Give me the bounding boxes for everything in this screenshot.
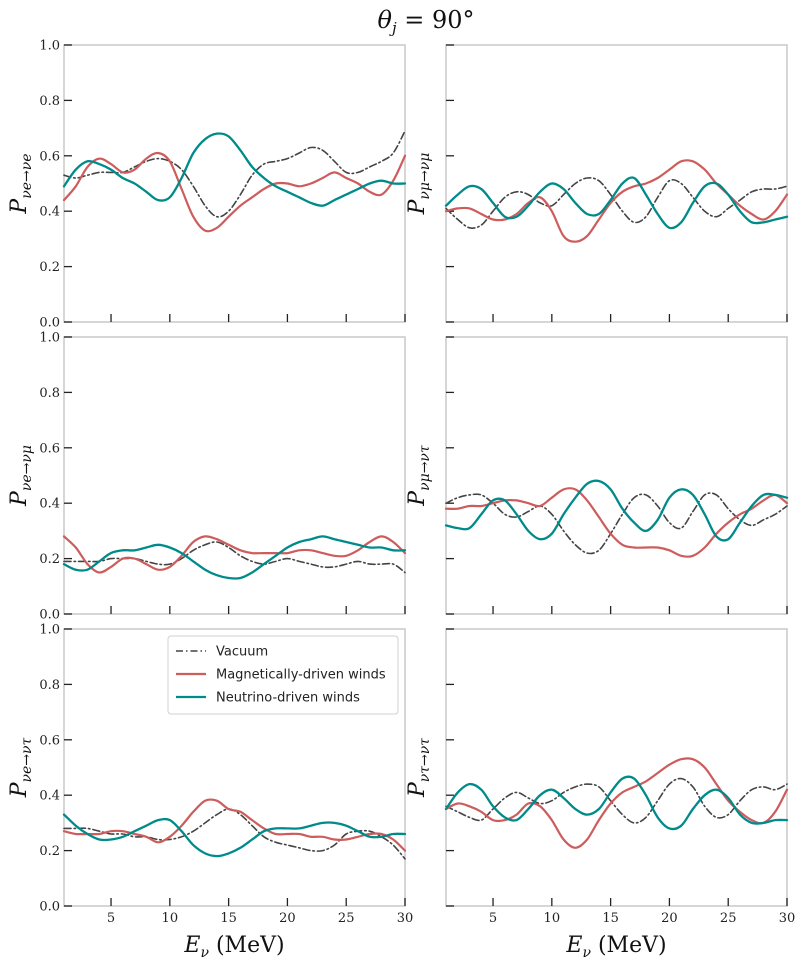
y-tick-label: 0.2 bbox=[39, 844, 60, 859]
title-theta: θ bbox=[377, 6, 392, 34]
y-tick-label: 0.4 bbox=[39, 497, 60, 512]
y-tick-label: 0.4 bbox=[39, 789, 60, 804]
title-subscript: j bbox=[389, 19, 397, 37]
series-line-neutrino bbox=[62, 813, 407, 858]
y-tick-label: 0.6 bbox=[39, 149, 60, 164]
y-tick-label: 0.6 bbox=[39, 733, 60, 748]
y-axis-label-main: P bbox=[7, 198, 32, 215]
series-line-vacuum bbox=[445, 177, 788, 229]
y-tick-label: 0.0 bbox=[39, 316, 60, 331]
series-line-neutrino bbox=[62, 132, 407, 207]
y-tick-label: 0.4 bbox=[39, 205, 60, 220]
legend-label-neutrino: Neutrino-driven winds bbox=[216, 691, 360, 706]
y-axis-label-subscript: νe→νe bbox=[19, 153, 35, 198]
series-line-magnetic bbox=[62, 535, 407, 574]
y-axis-label-subscript: ντ→ντ bbox=[417, 738, 433, 782]
figure-title: θj = 90° bbox=[377, 6, 474, 37]
x-axis-label-main: E bbox=[183, 933, 200, 958]
panel-frame bbox=[445, 628, 788, 907]
x-tick-label: 25 bbox=[720, 911, 737, 926]
y-axis-label: Pνe→νe bbox=[7, 153, 35, 214]
panel-frame bbox=[445, 336, 788, 615]
x-axis-label: Eν (MeV) bbox=[565, 933, 666, 961]
panel-frame bbox=[445, 44, 788, 323]
y-tick-label: 0.0 bbox=[39, 608, 60, 623]
series-line-magnetic bbox=[444, 757, 789, 849]
y-axis-label-subscript: νμ→ντ bbox=[417, 445, 433, 491]
y-axis-label: Pνe→ντ bbox=[7, 737, 35, 798]
x-axis-label: Eν (MeV) bbox=[183, 933, 284, 961]
series-line-vacuum bbox=[445, 777, 788, 824]
y-axis-label: Pνμ→νμ bbox=[405, 153, 433, 216]
series-line-neutrino bbox=[444, 775, 789, 831]
y-tick-label: 0.6 bbox=[39, 441, 60, 456]
x-tick-label: 5 bbox=[489, 911, 497, 926]
x-tick-label: 10 bbox=[544, 911, 561, 926]
y-tick-label: 1.0 bbox=[39, 623, 60, 638]
series-line-magnetic bbox=[444, 159, 789, 243]
y-axis-label: Pντ→ντ bbox=[405, 738, 433, 798]
series-line-neutrino bbox=[444, 176, 789, 230]
y-axis-label-subscript: νe→ντ bbox=[19, 737, 35, 782]
y-tick-label: 0.2 bbox=[39, 260, 60, 275]
y-tick-label: 1.0 bbox=[39, 39, 60, 54]
series-line-vacuum bbox=[445, 492, 788, 555]
x-tick-label: 15 bbox=[220, 911, 237, 926]
x-axis-label-subscript: ν bbox=[582, 945, 591, 961]
y-tick-label: 0.0 bbox=[39, 900, 60, 915]
panel-6: 5 10 15 20 25 30 Pντ→ντ Eν (MeV) bbox=[405, 628, 796, 961]
x-tick-label: 5 bbox=[107, 911, 115, 926]
panel-frame bbox=[63, 44, 406, 323]
legend-box bbox=[167, 635, 399, 715]
series-line-magnetic bbox=[62, 151, 407, 233]
panel-5: 0.0 0.2 0.4 0.6 0.8 1.0 5 10 15 20 25 30 Pνe→ντ Eν (M… bbox=[7, 623, 413, 962]
legend: Vacuum Magnetically-driven winds Neutrino-… bbox=[167, 635, 399, 715]
x-axis-label-main: E bbox=[565, 933, 582, 958]
y-tick-label: 0.8 bbox=[39, 386, 60, 401]
x-axis-label-unit: (MeV) bbox=[591, 933, 667, 958]
y-axis-label-main: P bbox=[405, 198, 430, 215]
x-tick-label: 20 bbox=[279, 911, 296, 926]
y-tick-label: 1.0 bbox=[39, 331, 60, 346]
x-tick-label: 20 bbox=[661, 911, 678, 926]
x-tick-label: 30 bbox=[397, 911, 414, 926]
legend-label-magnetic: Magnetically-driven winds bbox=[216, 668, 386, 683]
y-axis-label-main: P bbox=[405, 781, 430, 798]
x-tick-label: 30 bbox=[779, 911, 796, 926]
panel-frame bbox=[63, 628, 406, 907]
legend-label-vacuum: Vacuum bbox=[216, 645, 268, 660]
panel-4: Pνμ→ντ bbox=[405, 336, 789, 615]
y-axis-label-subscript: νe→νμ bbox=[19, 445, 35, 491]
y-axis-label: Pνe→νμ bbox=[7, 445, 35, 507]
y-tick-label: 0.8 bbox=[39, 678, 60, 693]
x-axis-label-unit: (MeV) bbox=[209, 933, 285, 958]
panel-2: Pνμ→νμ bbox=[405, 44, 789, 323]
y-axis-label: Pνμ→ντ bbox=[405, 445, 433, 507]
title-rest: = 90° bbox=[397, 6, 475, 34]
series-line-magnetic bbox=[62, 798, 407, 852]
x-axis-label-subscript: ν bbox=[200, 945, 209, 961]
x-tick-label: 15 bbox=[602, 911, 619, 926]
panel-1: 0.0 0.2 0.4 0.6 0.8 1.0 Pνe→νe bbox=[7, 39, 407, 331]
y-tick-label: 0.2 bbox=[39, 552, 60, 567]
panel-frame bbox=[63, 336, 406, 615]
x-tick-label: 10 bbox=[162, 911, 179, 926]
panel-3: 0.0 0.2 0.4 0.6 0.8 1.0 Pνe→νμ bbox=[7, 331, 407, 623]
y-tick-label: 0.8 bbox=[39, 94, 60, 109]
y-axis-label-main: P bbox=[7, 490, 32, 507]
y-axis-label-main: P bbox=[7, 781, 32, 798]
x-tick-label: 25 bbox=[338, 911, 355, 926]
series-line-neutrino bbox=[444, 479, 789, 542]
series-line-neutrino bbox=[62, 535, 407, 580]
y-axis-label-subscript: νμ→νμ bbox=[417, 153, 433, 200]
y-axis-label-main: P bbox=[405, 490, 430, 507]
